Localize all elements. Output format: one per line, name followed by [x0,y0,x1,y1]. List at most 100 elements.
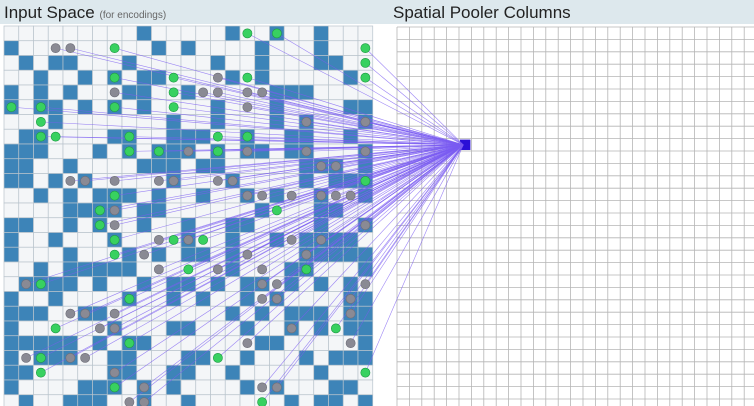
inactive-input-cell[interactable] [77,232,93,248]
inactive-input-cell[interactable] [151,364,167,381]
active-input-cell[interactable] [151,158,167,174]
inactive-input-cell[interactable] [298,335,315,351]
active-input-cell[interactable] [3,335,20,351]
inactive-input-cell[interactable] [136,291,152,307]
inactive-input-cell[interactable] [151,217,167,233]
inactive-input-cell[interactable] [165,40,182,56]
inactive-input-cell[interactable] [328,261,344,278]
inactive-input-cell[interactable] [106,114,123,130]
inactive-input-cell[interactable] [33,40,49,56]
active-input-cell[interactable] [328,394,344,406]
inactive-input-cell[interactable] [77,114,93,130]
inactive-input-cell[interactable] [313,379,329,396]
inactive-input-cell[interactable] [313,350,329,366]
active-input-cell[interactable] [18,305,34,322]
active-input-cell[interactable] [3,40,20,56]
active-input-cell[interactable] [313,364,329,381]
inactive-input-cell[interactable] [3,128,20,145]
active-input-cell[interactable] [210,114,226,130]
active-input-cell[interactable] [3,158,20,174]
active-input-cell[interactable] [165,364,182,381]
inactive-input-cell[interactable] [195,364,211,381]
inactive-input-cell[interactable] [224,128,241,145]
inactive-input-cell[interactable] [195,335,211,351]
active-input-cell[interactable] [47,114,64,130]
inactive-input-cell[interactable] [224,335,241,351]
active-input-cell[interactable] [254,55,270,71]
active-input-cell[interactable] [62,217,79,233]
active-input-cell[interactable] [210,55,226,71]
inactive-input-cell[interactable] [298,55,315,71]
inactive-input-cell[interactable] [47,143,64,160]
active-input-cell[interactable] [3,379,20,396]
inactive-input-cell[interactable] [18,261,34,278]
inactive-input-cell[interactable] [92,55,108,71]
inactive-input-cell[interactable] [254,320,270,337]
inactive-input-cell[interactable] [239,40,256,56]
active-input-cell[interactable] [357,335,374,351]
active-input-cell[interactable] [165,276,182,292]
active-input-cell[interactable] [180,128,197,145]
inactive-input-cell[interactable] [136,40,152,56]
inactive-input-cell[interactable] [165,246,182,263]
active-input-cell[interactable] [254,40,270,56]
inactive-input-cell[interactable] [239,55,256,71]
active-input-cell[interactable] [136,99,152,115]
inactive-input-cell[interactable] [3,114,20,130]
inactive-input-cell[interactable] [3,25,20,42]
active-input-cell[interactable] [195,350,211,366]
inactive-input-cell[interactable] [92,128,108,145]
active-input-cell[interactable] [47,55,64,71]
inactive-input-cell[interactable] [298,394,315,406]
inactive-input-cell[interactable] [33,320,49,337]
active-input-cell[interactable] [106,261,123,278]
active-input-cell[interactable] [62,276,79,292]
inactive-input-cell[interactable] [357,84,374,101]
inactive-input-cell[interactable] [328,84,344,101]
inactive-input-cell[interactable] [195,40,211,56]
active-input-cell[interactable] [239,350,256,366]
active-input-cell[interactable] [165,128,182,145]
inactive-input-cell[interactable] [151,335,167,351]
active-input-cell[interactable] [106,128,123,145]
inactive-input-cell[interactable] [62,364,79,381]
inactive-input-cell[interactable] [33,217,49,233]
active-input-cell[interactable] [342,350,359,366]
active-input-cell[interactable] [298,305,315,322]
inactive-input-cell[interactable] [62,25,79,42]
inactive-input-cell[interactable] [195,25,211,42]
inactive-input-cell[interactable] [77,158,93,174]
active-input-cell[interactable] [3,173,20,189]
inactive-input-cell[interactable] [195,99,211,115]
inactive-input-cell[interactable] [328,364,344,381]
inactive-input-cell[interactable] [3,187,20,204]
active-input-cell[interactable] [165,320,182,337]
inactive-input-cell[interactable] [47,187,64,204]
inactive-input-cell[interactable] [313,143,329,160]
inactive-input-cell[interactable] [77,276,93,292]
inactive-input-cell[interactable] [165,350,182,366]
active-input-cell[interactable] [92,143,108,160]
inactive-input-cell[interactable] [92,40,108,56]
active-input-cell[interactable] [47,232,64,248]
inactive-input-cell[interactable] [180,55,197,71]
inactive-input-cell[interactable] [151,394,167,406]
inactive-input-cell[interactable] [47,379,64,396]
active-input-cell[interactable] [3,291,20,307]
active-input-cell[interactable] [18,158,34,174]
inactive-input-cell[interactable] [269,364,285,381]
inactive-input-cell[interactable] [269,40,285,56]
inactive-input-cell[interactable] [224,55,241,71]
inactive-input-cell[interactable] [18,202,34,219]
inactive-input-cell[interactable] [18,25,34,42]
inactive-input-cell[interactable] [33,25,49,42]
inactive-input-cell[interactable] [283,69,300,86]
inactive-input-cell[interactable] [224,379,241,396]
inactive-input-cell[interactable] [151,114,167,130]
active-input-cell[interactable] [47,335,64,351]
inactive-input-cell[interactable] [165,187,182,204]
inactive-input-cell[interactable] [269,305,285,322]
active-input-cell[interactable] [136,335,152,351]
active-input-cell[interactable] [62,84,79,101]
active-input-cell[interactable] [121,261,138,278]
